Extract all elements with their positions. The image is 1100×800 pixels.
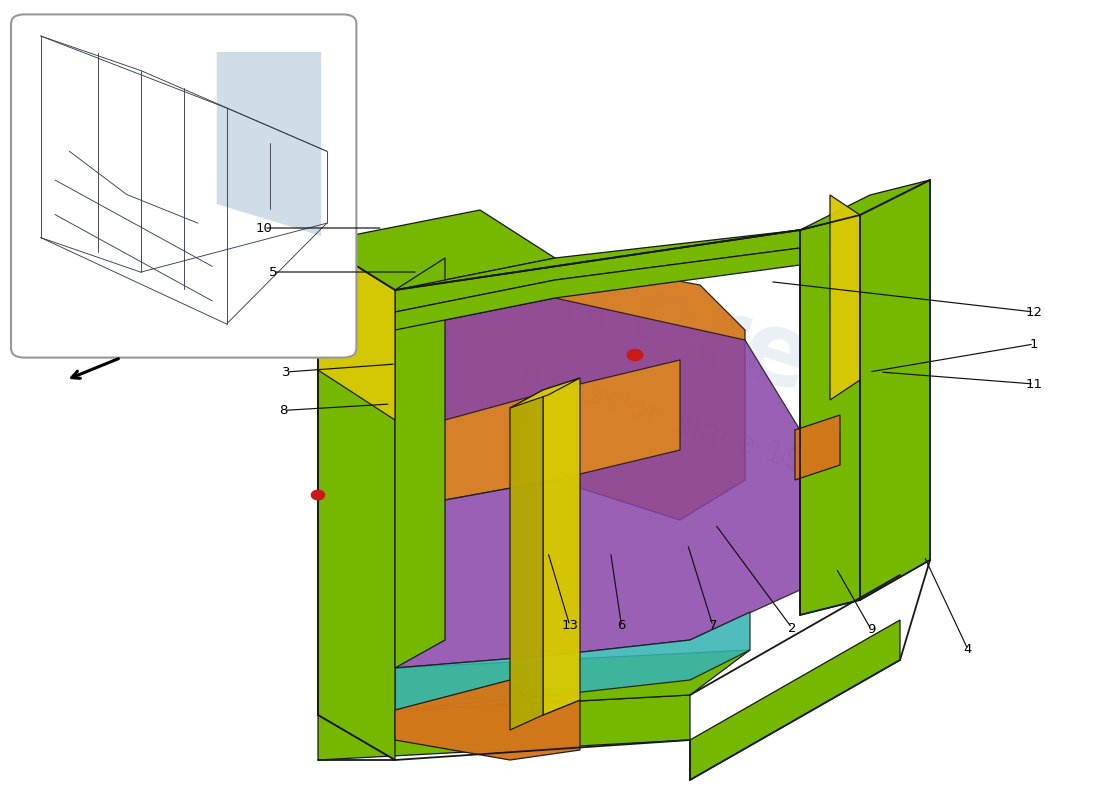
Polygon shape: [217, 52, 321, 236]
Polygon shape: [395, 680, 580, 760]
Polygon shape: [543, 378, 580, 715]
Polygon shape: [510, 378, 580, 408]
Text: 8: 8: [279, 404, 288, 417]
Text: 13: 13: [561, 619, 579, 632]
Text: 11: 11: [1025, 378, 1043, 390]
Polygon shape: [395, 230, 800, 312]
Polygon shape: [860, 180, 930, 600]
Polygon shape: [318, 210, 556, 290]
Polygon shape: [690, 620, 900, 780]
Polygon shape: [318, 242, 395, 420]
Text: 2: 2: [788, 622, 796, 634]
Polygon shape: [800, 180, 929, 230]
Text: 12: 12: [1025, 306, 1043, 318]
Polygon shape: [395, 230, 800, 312]
Text: 10: 10: [255, 222, 273, 234]
Text: a passion since 1985: a passion since 1985: [517, 358, 847, 490]
Polygon shape: [318, 242, 395, 715]
Text: 9: 9: [867, 623, 876, 636]
Polygon shape: [318, 242, 395, 760]
Polygon shape: [395, 612, 750, 710]
Polygon shape: [510, 390, 543, 730]
Polygon shape: [795, 415, 840, 480]
Text: 5: 5: [268, 266, 277, 278]
Text: 3: 3: [282, 366, 290, 378]
Circle shape: [311, 490, 324, 500]
Polygon shape: [395, 258, 446, 668]
Text: 1: 1: [1030, 338, 1038, 350]
Text: 7: 7: [708, 619, 717, 632]
Polygon shape: [318, 695, 690, 760]
Polygon shape: [318, 650, 750, 715]
Circle shape: [627, 350, 642, 361]
Text: 4: 4: [964, 643, 972, 656]
Text: eurores: eurores: [439, 207, 881, 433]
Text: 6: 6: [617, 619, 626, 632]
Polygon shape: [830, 195, 860, 400]
Polygon shape: [318, 242, 745, 715]
Polygon shape: [395, 248, 800, 330]
Polygon shape: [395, 298, 800, 668]
Polygon shape: [800, 215, 860, 615]
FancyBboxPatch shape: [11, 14, 356, 358]
